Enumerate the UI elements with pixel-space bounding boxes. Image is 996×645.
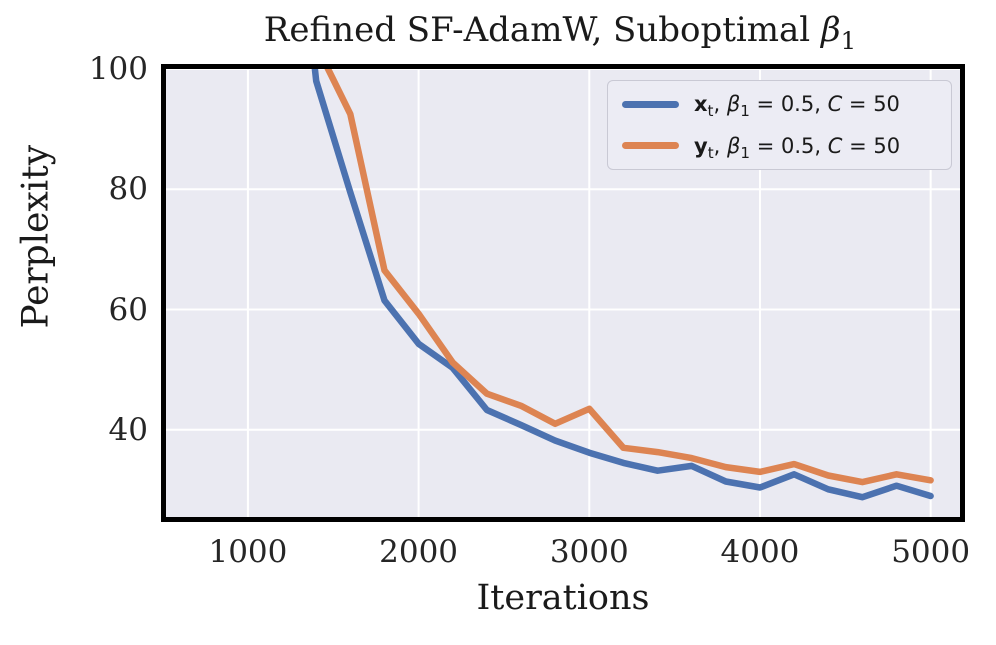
chart-title-text: Refined SF-AdamW, Suboptimal (263, 10, 821, 50)
y-tick-label: 40 (108, 411, 148, 448)
x-axis-label: Iterations (476, 578, 650, 618)
x-tick-label: 3000 (549, 534, 629, 570)
x-tick-label: 4000 (720, 534, 800, 570)
y-tick-label: 80 (108, 171, 148, 208)
x-tick-label: 2000 (379, 534, 459, 570)
chart-svg (166, 69, 960, 517)
x-tick-label: 1000 (208, 534, 288, 570)
legend-swatch-yt (622, 142, 679, 150)
chart-title: Refined SF-AdamW, Suboptimal β1 (140, 10, 980, 53)
y-tick-label: 100 (88, 51, 148, 87)
legend-item-xt: xt, β1 = 0.5, C = 50 (622, 84, 945, 124)
legend-label-yt: yt, β1 = 0.5, C = 50 (694, 133, 901, 162)
beta-symbol: β (820, 10, 841, 50)
legend-swatch-xt (622, 100, 679, 108)
legend-box: xt, β1 = 0.5, C = 50 yt, β1 = 0.5, C = 5… (607, 80, 952, 170)
legend-label-xt: xt, β1 = 0.5, C = 50 (694, 92, 900, 121)
series-line-xt (311, 69, 934, 501)
plot-area: xt, β1 = 0.5, C = 50 yt, β1 = 0.5, C = 5… (161, 64, 965, 522)
legend-item-yt: yt, β1 = 0.5, C = 50 (622, 126, 945, 166)
y-tick-label: 60 (108, 291, 148, 328)
x-tick-label: 5000 (891, 534, 971, 570)
series-line-yt (324, 69, 934, 486)
beta-subscript: 1 (840, 25, 857, 55)
